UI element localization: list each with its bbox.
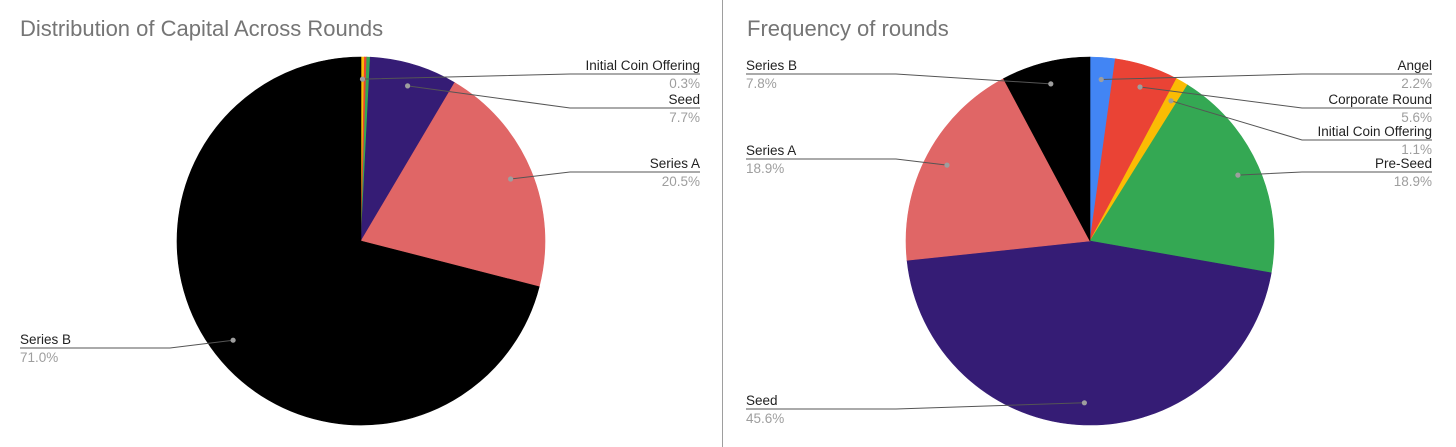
leader-line [20,339,234,349]
pie-slices [905,56,1275,426]
leader-dot [1168,98,1174,104]
leader-dot [508,176,514,182]
slice-label-name: Pre-Seed [1375,156,1432,171]
leader-line [1101,73,1432,80]
frequency-pie-svg: Angel 2.2%Corporate Round 5.6%Initial Coin… [746,56,1432,426]
slice-label-name: Corporate Round [1328,92,1432,107]
leader-dot [1235,172,1241,178]
leader-dot [1098,76,1104,83]
pie-slices [176,56,546,426]
slice-label-percent: 18.9% [1394,174,1432,189]
leader-line [362,73,700,80]
leader-dot [944,162,950,168]
slice-label-percent: 20.5% [662,174,700,189]
leader-dot [1081,400,1087,406]
capital-pie-svg: Initial Coin Offering 0.3%Seed 7.7% Series … [20,56,700,426]
slice-label-name: Seed [746,393,778,408]
slice-label-name: Series A [746,143,796,158]
slice-label-name: Initial Coin Offering [585,58,700,73]
slice-label-name: Series B [746,58,797,73]
leader-line [746,73,1051,85]
slice-label-name: Angel [1397,58,1432,73]
pie-slice-series-a [360,82,546,288]
slice-label-name: Series A [650,156,700,171]
pie-slice-series-b [176,56,540,426]
leader-line [746,158,948,166]
panel-divider [722,0,723,447]
leader-dot [405,83,411,89]
slice-label-percent: 2.2% [1401,76,1432,91]
chart-title: Distribution of Capital Across Rounds [20,16,384,41]
leader-line [1139,86,1432,109]
slice-labels: Angel 2.2%Corporate Round 5.6%Initial Coin… [746,58,1432,426]
slice-label-percent: 7.8% [746,76,777,91]
round-frequency-chart: Frequency of rounds Angel 2.2% Corporate R… [723,0,1456,447]
leader-dot [359,76,366,82]
leader-line [746,402,1085,410]
chart-title: Frequency of rounds [747,16,949,41]
slice-label-percent: 1.1% [1401,142,1432,157]
pie-slice-series-a [905,78,1091,261]
slice-label-percent: 71.0% [20,350,58,365]
leader-line [1170,100,1432,141]
slice-label-percent: 0.3% [669,76,700,91]
slice-label-percent: 45.6% [746,411,784,426]
slice-label-name: Series B [20,332,71,347]
slice-label-name: Initial Coin Offering [1317,124,1432,139]
slice-label-percent: 18.9% [746,161,784,176]
slice-label-percent: 5.6% [1401,110,1432,125]
slice-label-name: Seed [668,92,700,107]
leader-dot [230,337,236,343]
pie-slice-series-b [1003,56,1091,242]
leader-line [510,171,700,180]
leader-line [1237,171,1432,176]
leader-line [407,85,700,109]
leader-dot [1048,81,1054,87]
pie-slice-seed [906,240,1272,426]
pie-slice-pre-seed [1089,84,1275,274]
slice-label-percent: 7.7% [669,110,700,125]
leader-dot [1137,84,1143,90]
capital-distribution-chart: Distribution of Capital Across Rounds In… [0,0,722,447]
slice-labels: Initial Coin Offering 0.3%Seed 7.7% Series … [20,58,700,365]
